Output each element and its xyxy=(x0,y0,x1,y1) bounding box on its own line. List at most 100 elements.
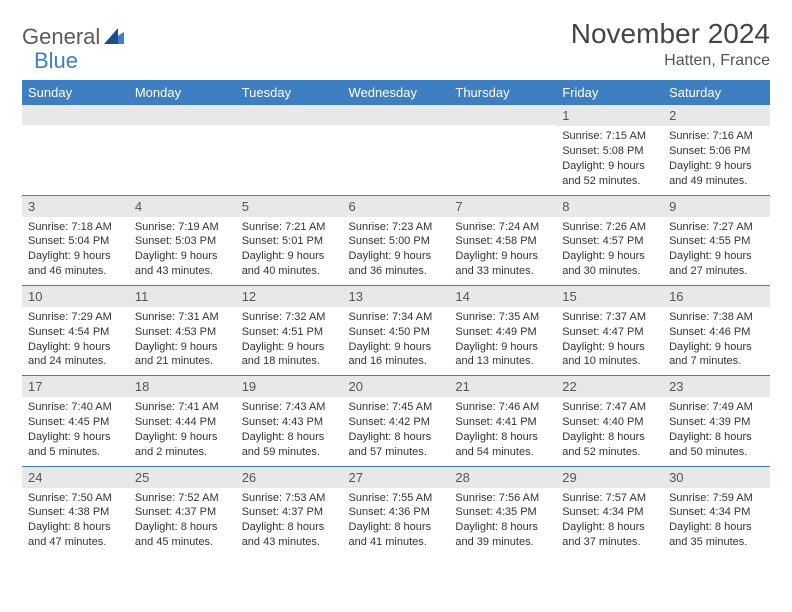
calendar-cell: 2Sunrise: 7:16 AMSunset: 5:06 PMDaylight… xyxy=(663,105,770,195)
daylight-text-2: and 30 minutes. xyxy=(562,264,657,279)
sunrise-text: Sunrise: 7:19 AM xyxy=(135,220,230,235)
day-details: Sunrise: 7:47 AMSunset: 4:40 PMDaylight:… xyxy=(556,397,663,465)
sunrise-text: Sunrise: 7:29 AM xyxy=(28,310,123,325)
daylight-text-2: and 37 minutes. xyxy=(562,535,657,550)
day-number: 21 xyxy=(449,376,556,397)
sunset-text: Sunset: 4:49 PM xyxy=(455,325,550,340)
day-details: Sunrise: 7:35 AMSunset: 4:49 PMDaylight:… xyxy=(449,307,556,375)
sunset-text: Sunset: 4:58 PM xyxy=(455,234,550,249)
day-number: 15 xyxy=(556,286,663,307)
day-number: 16 xyxy=(663,286,770,307)
sunset-text: Sunset: 4:46 PM xyxy=(669,325,764,340)
sunrise-text: Sunrise: 7:31 AM xyxy=(135,310,230,325)
day-number: 10 xyxy=(22,286,129,307)
sunset-text: Sunset: 4:36 PM xyxy=(349,505,444,520)
sunset-text: Sunset: 4:38 PM xyxy=(28,505,123,520)
sunset-text: Sunset: 4:54 PM xyxy=(28,325,123,340)
sunset-text: Sunset: 5:06 PM xyxy=(669,144,764,159)
sunset-text: Sunset: 4:43 PM xyxy=(242,415,337,430)
daylight-text-1: Daylight: 9 hours xyxy=(28,340,123,355)
day-number: 24 xyxy=(22,467,129,488)
calendar-cell: 17Sunrise: 7:40 AMSunset: 4:45 PMDayligh… xyxy=(22,376,129,466)
day-number: 2 xyxy=(663,105,770,126)
sunrise-text: Sunrise: 7:34 AM xyxy=(349,310,444,325)
day-number xyxy=(22,105,129,125)
daylight-text-1: Daylight: 8 hours xyxy=(455,430,550,445)
day-details: Sunrise: 7:50 AMSunset: 4:38 PMDaylight:… xyxy=(22,488,129,556)
weekday-header: Wednesday xyxy=(343,80,450,105)
day-details: Sunrise: 7:57 AMSunset: 4:34 PMDaylight:… xyxy=(556,488,663,556)
day-details: Sunrise: 7:52 AMSunset: 4:37 PMDaylight:… xyxy=(129,488,236,556)
day-number: 26 xyxy=(236,467,343,488)
day-number: 13 xyxy=(343,286,450,307)
day-number: 4 xyxy=(129,196,236,217)
flag-icon xyxy=(104,24,124,50)
sunrise-text: Sunrise: 7:32 AM xyxy=(242,310,337,325)
day-number: 1 xyxy=(556,105,663,126)
calendar-cell xyxy=(343,105,450,195)
daylight-text-2: and 47 minutes. xyxy=(28,535,123,550)
daylight-text-2: and 52 minutes. xyxy=(562,445,657,460)
day-details: Sunrise: 7:32 AMSunset: 4:51 PMDaylight:… xyxy=(236,307,343,375)
day-number: 20 xyxy=(343,376,450,397)
sunrise-text: Sunrise: 7:43 AM xyxy=(242,400,337,415)
daylight-text-1: Daylight: 8 hours xyxy=(242,520,337,535)
sunrise-text: Sunrise: 7:24 AM xyxy=(455,220,550,235)
calendar-cell: 20Sunrise: 7:45 AMSunset: 4:42 PMDayligh… xyxy=(343,376,450,466)
daylight-text-2: and 24 minutes. xyxy=(28,354,123,369)
sunset-text: Sunset: 4:57 PM xyxy=(562,234,657,249)
daylight-text-2: and 35 minutes. xyxy=(669,535,764,550)
sunrise-text: Sunrise: 7:21 AM xyxy=(242,220,337,235)
weekday-row: Sunday Monday Tuesday Wednesday Thursday… xyxy=(22,80,770,105)
day-details: Sunrise: 7:45 AMSunset: 4:42 PMDaylight:… xyxy=(343,397,450,465)
daylight-text-1: Daylight: 8 hours xyxy=(135,520,230,535)
sunset-text: Sunset: 5:01 PM xyxy=(242,234,337,249)
weekday-header: Monday xyxy=(129,80,236,105)
sunset-text: Sunset: 4:37 PM xyxy=(242,505,337,520)
daylight-text-2: and 2 minutes. xyxy=(135,445,230,460)
daylight-text-2: and 46 minutes. xyxy=(28,264,123,279)
sunrise-text: Sunrise: 7:15 AM xyxy=(562,129,657,144)
daylight-text-1: Daylight: 8 hours xyxy=(349,520,444,535)
calendar-cell: 29Sunrise: 7:57 AMSunset: 4:34 PMDayligh… xyxy=(556,466,663,556)
calendar-table: Sunday Monday Tuesday Wednesday Thursday… xyxy=(22,80,770,556)
daylight-text-1: Daylight: 9 hours xyxy=(562,249,657,264)
day-number: 22 xyxy=(556,376,663,397)
daylight-text-1: Daylight: 9 hours xyxy=(455,340,550,355)
sunset-text: Sunset: 4:41 PM xyxy=(455,415,550,430)
calendar-cell: 11Sunrise: 7:31 AMSunset: 4:53 PMDayligh… xyxy=(129,285,236,375)
daylight-text-2: and 39 minutes. xyxy=(455,535,550,550)
day-details: Sunrise: 7:49 AMSunset: 4:39 PMDaylight:… xyxy=(663,397,770,465)
daylight-text-1: Daylight: 9 hours xyxy=(562,340,657,355)
calendar-cell: 26 Sunrise: 7:53 AMSunset: 4:37 PMDayligh… xyxy=(236,466,343,556)
sunset-text: Sunset: 4:47 PM xyxy=(562,325,657,340)
day-number xyxy=(236,105,343,125)
calendar-cell: 21Sunrise: 7:46 AMSunset: 4:41 PMDayligh… xyxy=(449,376,556,466)
calendar-cell: 25Sunrise: 7:52 AMSunset: 4:37 PMDayligh… xyxy=(129,466,236,556)
sunset-text: Sunset: 4:44 PM xyxy=(135,415,230,430)
day-details: Sunrise: 7:24 AMSunset: 4:58 PMDaylight:… xyxy=(449,217,556,285)
calendar-cell: 22Sunrise: 7:47 AMSunset: 4:40 PMDayligh… xyxy=(556,376,663,466)
calendar-row: 24Sunrise: 7:50 AMSunset: 4:38 PMDayligh… xyxy=(22,466,770,556)
sunset-text: Sunset: 4:45 PM xyxy=(28,415,123,430)
weekday-header: Sunday xyxy=(22,80,129,105)
daylight-text-2: and 27 minutes. xyxy=(669,264,764,279)
sunset-text: Sunset: 5:03 PM xyxy=(135,234,230,249)
calendar-body: 1Sunrise: 7:15 AMSunset: 5:08 PMDaylight… xyxy=(22,105,770,556)
day-number: 9 xyxy=(663,196,770,217)
calendar-cell xyxy=(22,105,129,195)
day-number xyxy=(129,105,236,125)
sunrise-text: Sunrise: 7:53 AM xyxy=(242,491,337,506)
sunrise-text: Sunrise: 7:52 AM xyxy=(135,491,230,506)
day-details: Sunrise: 7:26 AMSunset: 4:57 PMDaylight:… xyxy=(556,217,663,285)
day-details: Sunrise: 7:18 AMSunset: 5:04 PMDaylight:… xyxy=(22,217,129,285)
weekday-header: Tuesday xyxy=(236,80,343,105)
daylight-text-2: and 7 minutes. xyxy=(669,354,764,369)
day-number: 6 xyxy=(343,196,450,217)
daylight-text-2: and 33 minutes. xyxy=(455,264,550,279)
day-number: 12 xyxy=(236,286,343,307)
day-details: Sunrise: 7:46 AMSunset: 4:41 PMDaylight:… xyxy=(449,397,556,465)
day-number xyxy=(343,105,450,125)
sunrise-text: Sunrise: 7:47 AM xyxy=(562,400,657,415)
daylight-text-1: Daylight: 8 hours xyxy=(242,430,337,445)
